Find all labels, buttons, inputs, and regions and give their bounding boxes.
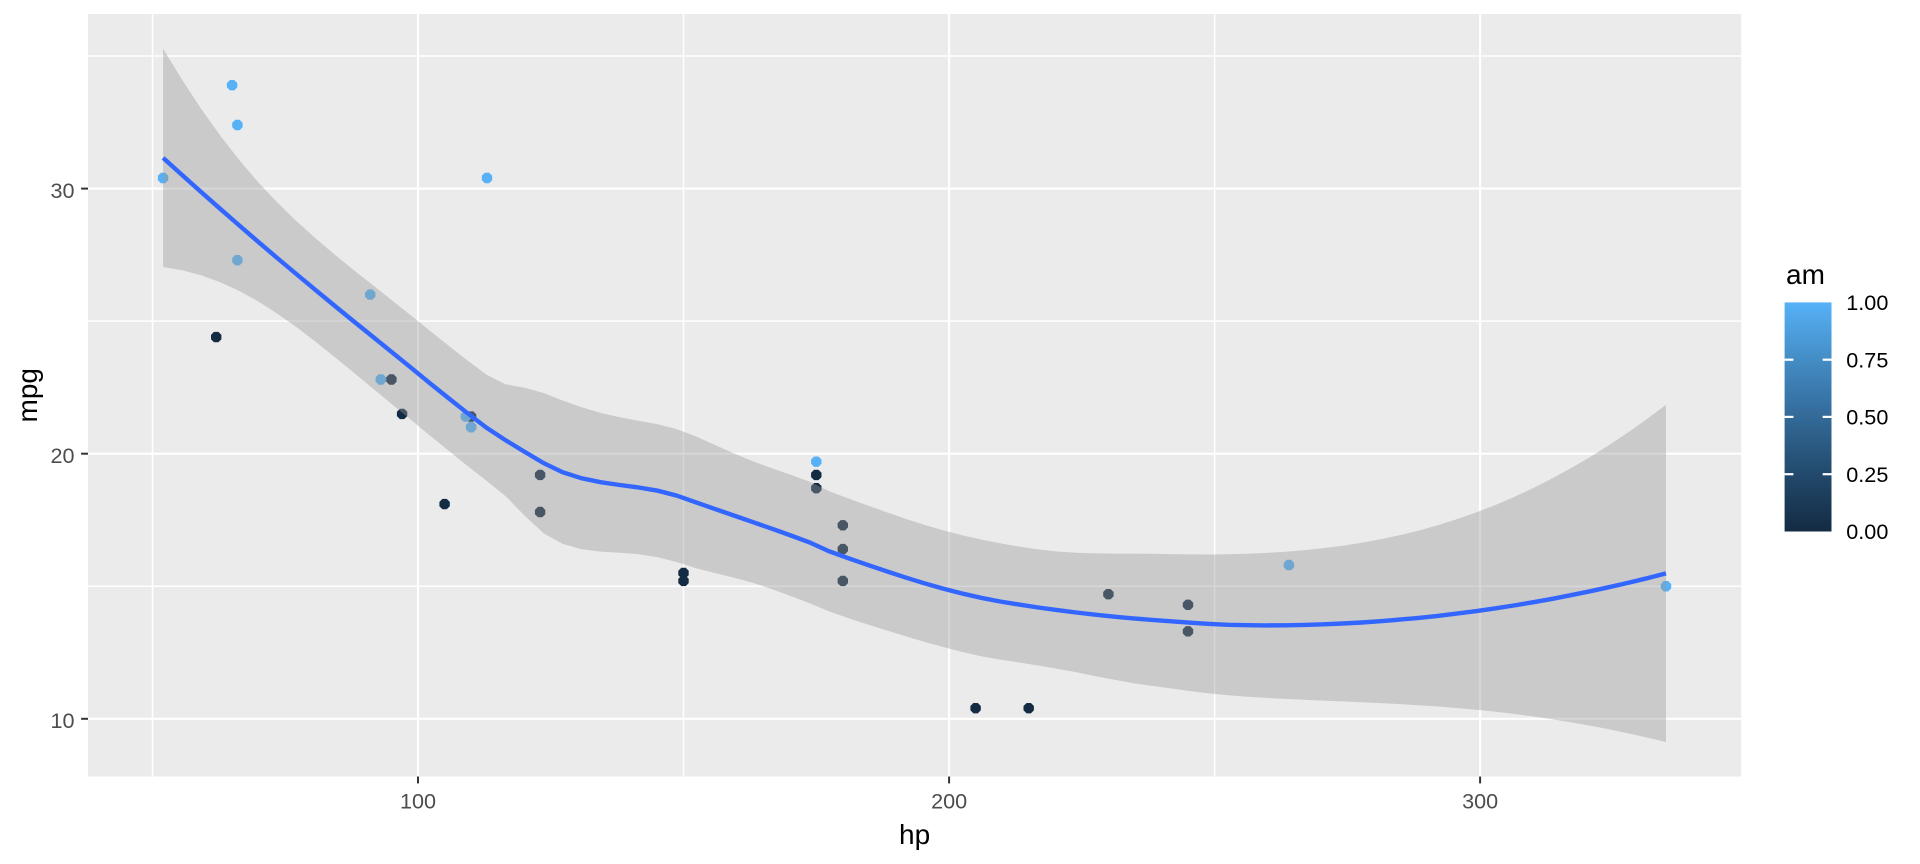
svg-text:20: 20	[50, 443, 74, 468]
svg-text:0.50: 0.50	[1846, 405, 1888, 430]
svg-text:am: am	[1786, 259, 1825, 290]
svg-text:hp: hp	[899, 819, 930, 850]
svg-text:10: 10	[50, 708, 74, 733]
svg-text:30: 30	[50, 178, 74, 203]
svg-text:mpg: mpg	[12, 368, 43, 422]
svg-text:200: 200	[931, 789, 967, 814]
svg-text:300: 300	[1462, 789, 1498, 814]
svg-text:0.00: 0.00	[1846, 519, 1888, 544]
svg-text:0.75: 0.75	[1846, 347, 1888, 372]
svg-text:0.25: 0.25	[1846, 462, 1888, 487]
svg-text:100: 100	[400, 789, 436, 814]
svg-text:1.00: 1.00	[1846, 290, 1888, 315]
